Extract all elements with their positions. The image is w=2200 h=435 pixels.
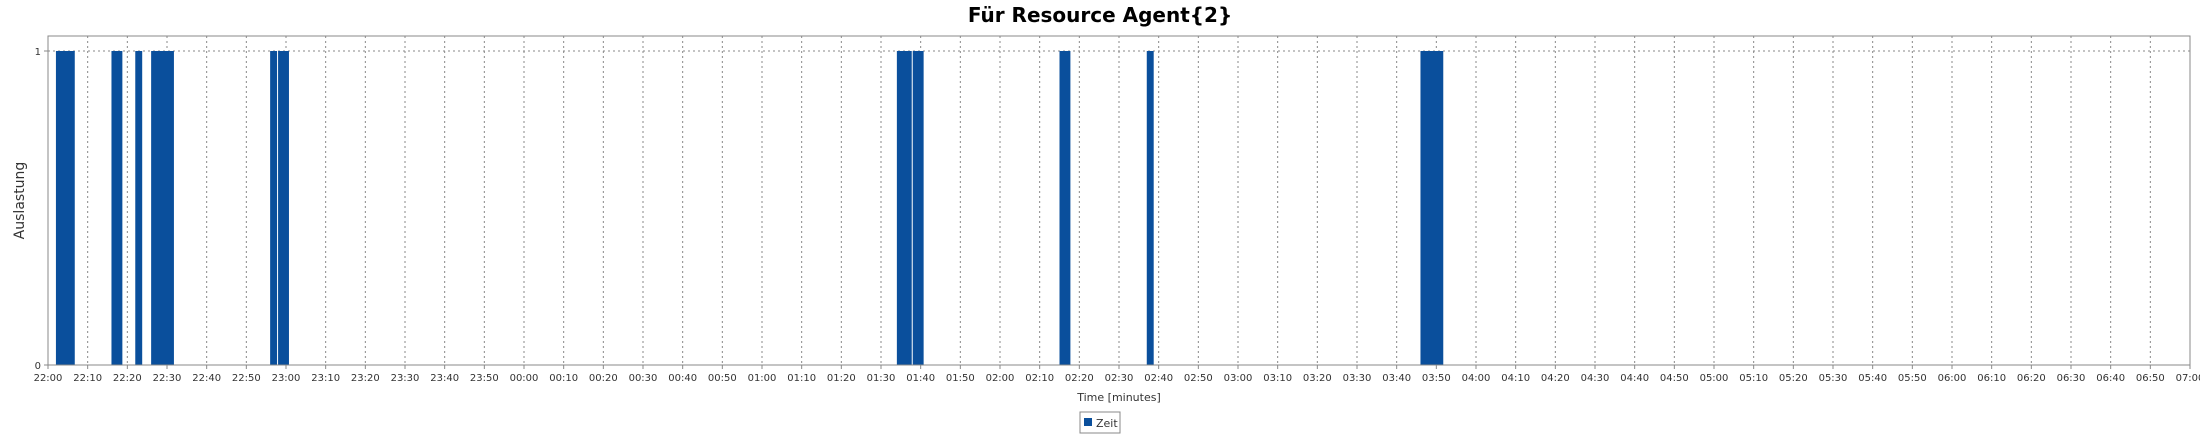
x-tick-label: 04:20 xyxy=(1541,373,1570,384)
x-tick-label: 00:20 xyxy=(589,373,618,384)
x-tick-label: 23:00 xyxy=(272,373,301,384)
x-tick-label: 04:30 xyxy=(1581,373,1610,384)
x-tick-label: 02:30 xyxy=(1105,373,1134,384)
y-tick-label: 0 xyxy=(35,361,41,372)
x-tick-label: 22:00 xyxy=(34,373,63,384)
x-tick-label: 05:50 xyxy=(1898,373,1927,384)
chart-grid xyxy=(47,36,2191,365)
x-tick-label: 00:40 xyxy=(668,373,697,384)
x-tick-label: 23:50 xyxy=(470,373,499,384)
x-tick-label: 01:40 xyxy=(906,373,935,384)
bar xyxy=(1146,51,1154,365)
legend-label: Zeit xyxy=(1096,417,1118,430)
x-tick-label: 00:50 xyxy=(708,373,737,384)
bar xyxy=(896,51,912,365)
x-tick-label: 06:20 xyxy=(2017,373,2046,384)
y-axis-label: Auslastung xyxy=(12,162,28,240)
y-axis-ticks: 01 xyxy=(35,47,48,372)
x-tick-label: 04:40 xyxy=(1620,373,1649,384)
x-tick-label: 23:20 xyxy=(351,373,380,384)
bar-series xyxy=(55,51,1444,365)
x-tick-label: 23:30 xyxy=(391,373,420,384)
x-tick-label: 05:30 xyxy=(1819,373,1848,384)
x-tick-label: 22:30 xyxy=(153,373,182,384)
x-tick-label: 01:30 xyxy=(867,373,896,384)
x-tick-label: 02:20 xyxy=(1065,373,1094,384)
x-tick-label: 05:40 xyxy=(1858,373,1887,384)
x-tick-label: 22:50 xyxy=(232,373,261,384)
x-tick-label: 04:50 xyxy=(1660,373,1689,384)
bar xyxy=(1420,51,1444,365)
x-tick-label: 06:00 xyxy=(1938,373,1967,384)
x-tick-label: 03:10 xyxy=(1263,373,1292,384)
x-tick-label: 22:20 xyxy=(113,373,142,384)
x-tick-label: 02:10 xyxy=(1025,373,1054,384)
x-tick-label: 04:00 xyxy=(1462,373,1491,384)
x-tick-label: 06:50 xyxy=(2136,373,2165,384)
x-tick-label: 03:00 xyxy=(1224,373,1253,384)
x-tick-label: 01:50 xyxy=(946,373,975,384)
bar xyxy=(1059,51,1071,365)
bar xyxy=(278,51,289,365)
x-tick-label: 02:40 xyxy=(1144,373,1173,384)
x-tick-label: 22:40 xyxy=(192,373,221,384)
legend: Zeit xyxy=(1079,411,1121,434)
x-tick-label: 01:10 xyxy=(787,373,816,384)
x-tick-label: 05:10 xyxy=(1739,373,1768,384)
chart-title: Für Resource Agent{2} xyxy=(968,3,1232,27)
x-tick-label: 00:10 xyxy=(549,373,578,384)
bar xyxy=(270,51,278,365)
x-tick-label: 06:40 xyxy=(2096,373,2125,384)
x-tick-label: 02:50 xyxy=(1184,373,1213,384)
x-tick-label: 01:20 xyxy=(827,373,856,384)
x-tick-label: 02:00 xyxy=(986,373,1015,384)
plot-border xyxy=(47,35,2191,366)
bar xyxy=(912,51,924,365)
bar xyxy=(151,51,174,365)
x-tick-label: 06:30 xyxy=(2057,373,2086,384)
legend-box xyxy=(1079,411,1121,434)
x-tick-label: 01:00 xyxy=(748,373,777,384)
x-tick-label: 03:20 xyxy=(1303,373,1332,384)
x-tick-label: 23:10 xyxy=(311,373,340,384)
x-tick-label: 05:20 xyxy=(1779,373,1808,384)
legend-swatch xyxy=(1084,418,1092,426)
x-tick-label: 03:50 xyxy=(1422,373,1451,384)
x-tick-label: 23:40 xyxy=(430,373,459,384)
x-tick-label: 03:40 xyxy=(1382,373,1411,384)
y-tick-label: 1 xyxy=(35,47,41,58)
x-tick-label: 00:30 xyxy=(629,373,658,384)
bar xyxy=(111,51,123,365)
x-tick-label: 22:10 xyxy=(73,373,102,384)
x-tick-label: 06:10 xyxy=(1977,373,2006,384)
x-tick-label: 07:00 xyxy=(2176,373,2200,384)
x-tick-label: 00:00 xyxy=(510,373,539,384)
bar xyxy=(135,51,143,365)
bar xyxy=(55,51,75,365)
x-axis-label: Time [minutes] xyxy=(1076,391,1161,404)
x-tick-label: 05:00 xyxy=(1700,373,1729,384)
x-tick-label: 04:10 xyxy=(1501,373,1530,384)
x-tick-label: 03:30 xyxy=(1343,373,1372,384)
x-axis-ticks: 22:00 22:10 22:20 22:30 22:40 22:50 23:00 23:10… xyxy=(34,365,2200,384)
